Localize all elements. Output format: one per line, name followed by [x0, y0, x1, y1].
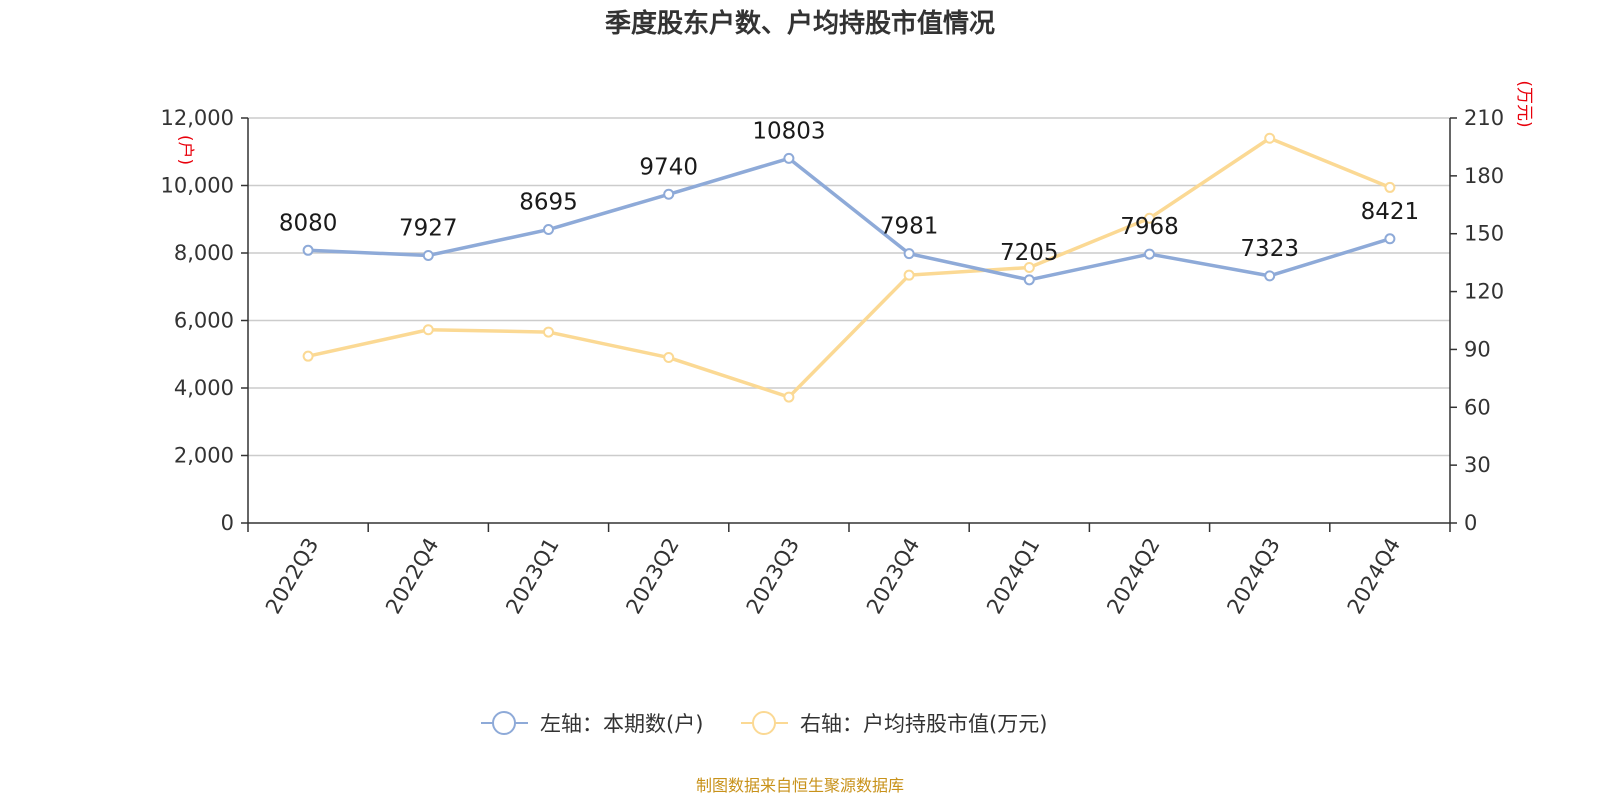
point-avg-value[interactable]: [783, 391, 795, 403]
point-holders[interactable]: [1384, 233, 1396, 245]
right-tick-label: 60: [1464, 395, 1491, 419]
right-tick-label: 180: [1464, 164, 1504, 188]
left-tick-label: 8,000: [174, 241, 234, 265]
point-avg-value[interactable]: [543, 326, 554, 338]
legend-left-label: 左轴：本期数(户): [540, 712, 703, 736]
data-label: 7981: [880, 214, 939, 240]
left-tick-label: 12,000: [161, 106, 234, 130]
right-axis-unit: (万元): [1514, 80, 1534, 127]
gridlines: [248, 117, 1450, 457]
left-axis-unit: (户): [175, 135, 195, 165]
x-tick-label: 2022Q3: [261, 534, 323, 618]
data-label: 7323: [1240, 236, 1299, 262]
point-holders[interactable]: [1023, 274, 1035, 286]
point-avg-value[interactable]: [1384, 181, 1396, 193]
legend-item-left[interactable]: 左轴：本期数(户): [481, 711, 703, 736]
legend-left-circle-icon: [492, 711, 516, 735]
data-label: 10803: [752, 118, 825, 144]
point-holders[interactable]: [783, 152, 795, 164]
point-avg-value[interactable]: [422, 324, 434, 336]
x-tick-label: 2023Q3: [742, 534, 804, 618]
right-tick-label: 30: [1464, 453, 1491, 477]
axes: 0 2,000 4,000 6,000 8,000 10,000 12,000 0 30 60 90…: [161, 106, 1505, 618]
data-label: 8421: [1361, 199, 1420, 225]
point-avg-value[interactable]: [663, 352, 675, 364]
data-label: 8695: [519, 190, 578, 216]
right-tick-label: 150: [1464, 222, 1504, 246]
point-avg-value[interactable]: [1023, 261, 1035, 273]
legend-item-right[interactable]: 右轴：户均持股市值(万元): [741, 711, 1047, 736]
series-line-avg-value: [307, 136, 1391, 399]
x-tick-label: 2024Q1: [982, 534, 1044, 618]
right-tick-label: 0: [1464, 511, 1477, 535]
left-tick-label: 4,000: [174, 376, 234, 400]
point-holders[interactable]: [903, 248, 915, 260]
point-avg-value[interactable]: [903, 269, 915, 281]
chart-title: 季度股东户数、户均持股市值情况: [605, 8, 995, 39]
left-tick-label: 2,000: [174, 444, 234, 468]
point-holders[interactable]: [543, 224, 554, 236]
left-tick-label: 0: [221, 511, 234, 535]
data-label: 7968: [1120, 214, 1179, 240]
data-label: 7205: [1000, 240, 1059, 266]
left-tick-label: 10,000: [161, 174, 234, 198]
point-avg-value[interactable]: [1144, 212, 1155, 224]
data-labels: 8080 7927 8695 9740 10803 7981 7205 7968 7323 842…: [279, 118, 1419, 265]
x-tick-label: 2024Q2: [1102, 534, 1164, 618]
right-tick-label: 210: [1464, 106, 1504, 130]
x-tick-label: 2023Q4: [862, 534, 924, 618]
left-tick-label: 6,000: [174, 309, 234, 333]
point-holders[interactable]: [1144, 248, 1155, 260]
point-holders[interactable]: [1264, 270, 1276, 282]
data-label: 7927: [399, 215, 458, 241]
x-tick-label: 2023Q1: [501, 534, 563, 618]
point-holders[interactable]: [302, 244, 314, 256]
point-avg-value[interactable]: [302, 350, 314, 362]
right-tick-label: 90: [1464, 337, 1491, 361]
point-holders[interactable]: [663, 188, 675, 200]
x-tick-label: 2024Q3: [1222, 534, 1284, 618]
point-holders[interactable]: [422, 249, 434, 261]
series-line-holders: [308, 156, 1391, 282]
series-layer: [302, 132, 1396, 403]
legend-right-label: 右轴：户均持股市值(万元): [800, 712, 1047, 736]
data-label: 8080: [279, 210, 338, 236]
right-tick-label: 120: [1464, 280, 1504, 304]
x-tick-label: 2022Q4: [381, 534, 443, 618]
x-tick-label: 2023Q2: [621, 534, 683, 618]
data-source: 制图数据来自恒生聚源数据库: [696, 776, 904, 795]
point-avg-value[interactable]: [1264, 132, 1276, 144]
legend-right-circle-icon: [752, 711, 776, 735]
legend[interactable]: 左轴：本期数(户) 右轴：户均持股市值(万元): [481, 711, 1047, 736]
x-tick-label: 2024Q4: [1343, 534, 1405, 618]
data-label: 9740: [639, 154, 698, 180]
